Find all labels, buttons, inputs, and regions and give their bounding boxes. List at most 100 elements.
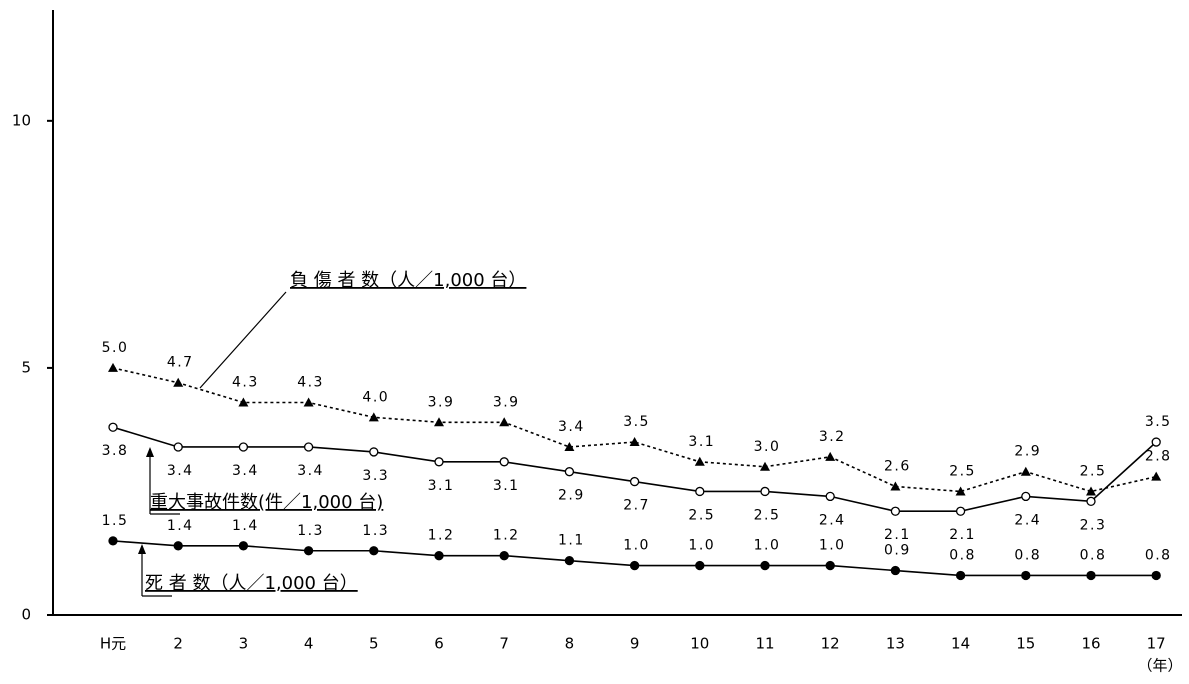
value-label: 4.7 bbox=[167, 355, 194, 371]
x-axis-label: （年） bbox=[1137, 657, 1182, 675]
value-label: 3.8 bbox=[102, 443, 129, 459]
marker bbox=[499, 551, 509, 561]
value-label: 2.4 bbox=[819, 512, 846, 528]
marker bbox=[369, 447, 379, 457]
marker bbox=[173, 377, 184, 387]
marker bbox=[303, 546, 314, 556]
value-label: 5.0 bbox=[102, 340, 129, 356]
value-label: 2.1 bbox=[884, 527, 911, 543]
value-label: 1.3 bbox=[297, 523, 324, 539]
marker bbox=[564, 441, 575, 451]
marker bbox=[1086, 486, 1096, 496]
marker bbox=[238, 541, 249, 551]
value-label: 1.5 bbox=[102, 513, 129, 529]
value-label: 1.4 bbox=[167, 518, 194, 534]
x-tick-label: 13 bbox=[886, 635, 905, 653]
value-label: 2.9 bbox=[558, 488, 585, 504]
value-label: 3.9 bbox=[493, 394, 520, 410]
x-tick-label: 14 bbox=[951, 635, 970, 653]
value-label: 3.4 bbox=[558, 419, 585, 435]
marker bbox=[564, 467, 575, 477]
value-label: 3.4 bbox=[297, 463, 324, 479]
value-label: 0.8 bbox=[949, 547, 976, 563]
leader-line bbox=[199, 291, 287, 389]
y-tick-label: 10 bbox=[12, 111, 31, 129]
marker bbox=[1151, 471, 1162, 481]
x-tick-label: 9 bbox=[630, 635, 640, 653]
legend-label: 死 者 数（人／1,000 台） bbox=[145, 573, 358, 594]
legend-label: 重大事故件数(件／1,000 台) bbox=[150, 492, 383, 513]
x-tick-label: 15 bbox=[1016, 635, 1035, 653]
value-label: 2.6 bbox=[884, 459, 911, 475]
value-label: 0.8 bbox=[1145, 547, 1172, 563]
value-label: 0.8 bbox=[1014, 547, 1041, 563]
marker bbox=[1021, 570, 1031, 581]
value-label: 3.1 bbox=[493, 478, 520, 494]
value-label: 1.0 bbox=[819, 538, 846, 554]
x-tick-label: 11 bbox=[755, 635, 774, 653]
marker bbox=[499, 457, 509, 467]
marker bbox=[629, 476, 640, 487]
marker bbox=[695, 560, 705, 571]
marker bbox=[890, 506, 901, 516]
value-label: 2.3 bbox=[1080, 517, 1107, 533]
value-label: 3.5 bbox=[1145, 414, 1172, 430]
marker bbox=[695, 486, 705, 497]
marker bbox=[173, 541, 183, 551]
value-label: 1.3 bbox=[362, 523, 389, 539]
marker bbox=[369, 546, 379, 556]
value-label: 2.8 bbox=[1145, 449, 1172, 465]
value-label: 3.3 bbox=[362, 468, 389, 484]
marker bbox=[238, 442, 249, 452]
marker bbox=[955, 486, 966, 496]
value-label: 3.5 bbox=[623, 414, 650, 430]
value-label: 3.0 bbox=[754, 439, 781, 455]
marker bbox=[629, 437, 640, 447]
marker bbox=[694, 456, 705, 466]
marker bbox=[108, 422, 118, 432]
value-label: 4.3 bbox=[297, 375, 324, 391]
value-label: 2.5 bbox=[754, 507, 781, 523]
x-tick-label: 16 bbox=[1081, 635, 1100, 653]
marker bbox=[629, 560, 640, 571]
value-label: 1.0 bbox=[754, 538, 781, 554]
marker bbox=[499, 417, 510, 427]
x-tick-label: H元 bbox=[100, 635, 126, 653]
marker bbox=[1020, 466, 1031, 476]
value-label: 3.9 bbox=[428, 394, 455, 410]
marker bbox=[303, 442, 314, 452]
marker bbox=[1086, 496, 1096, 506]
value-label: 3.2 bbox=[819, 429, 846, 445]
marker bbox=[825, 560, 835, 571]
value-label: 1.0 bbox=[623, 538, 650, 554]
marker bbox=[760, 461, 770, 471]
marker bbox=[955, 506, 966, 516]
marker bbox=[890, 481, 901, 491]
marker bbox=[173, 442, 183, 452]
marker bbox=[825, 491, 835, 502]
arrow-head bbox=[138, 544, 146, 554]
marker bbox=[1151, 437, 1161, 447]
marker bbox=[1151, 570, 1161, 581]
x-tick-label: 3 bbox=[239, 635, 249, 653]
value-label: 1.2 bbox=[493, 528, 520, 544]
x-tick-label: 8 bbox=[565, 635, 575, 653]
value-label: 2.9 bbox=[1014, 444, 1041, 460]
x-tick-label: 10 bbox=[690, 635, 709, 653]
x-tick-label: 17 bbox=[1147, 635, 1166, 653]
marker bbox=[760, 486, 770, 497]
value-label: 1.2 bbox=[428, 528, 455, 544]
value-label: 1.0 bbox=[688, 538, 715, 554]
value-label: 2.5 bbox=[1080, 463, 1107, 479]
marker bbox=[1021, 491, 1031, 502]
value-label: 1.4 bbox=[232, 518, 259, 534]
value-label: 3.4 bbox=[232, 463, 259, 479]
marker bbox=[434, 417, 444, 427]
value-label: 2.5 bbox=[688, 507, 715, 523]
value-label: 2.4 bbox=[1014, 512, 1041, 528]
marker bbox=[108, 536, 118, 546]
value-label: 0.9 bbox=[884, 543, 911, 559]
value-label: 4.0 bbox=[362, 389, 389, 405]
value-label: 3.1 bbox=[428, 478, 455, 494]
